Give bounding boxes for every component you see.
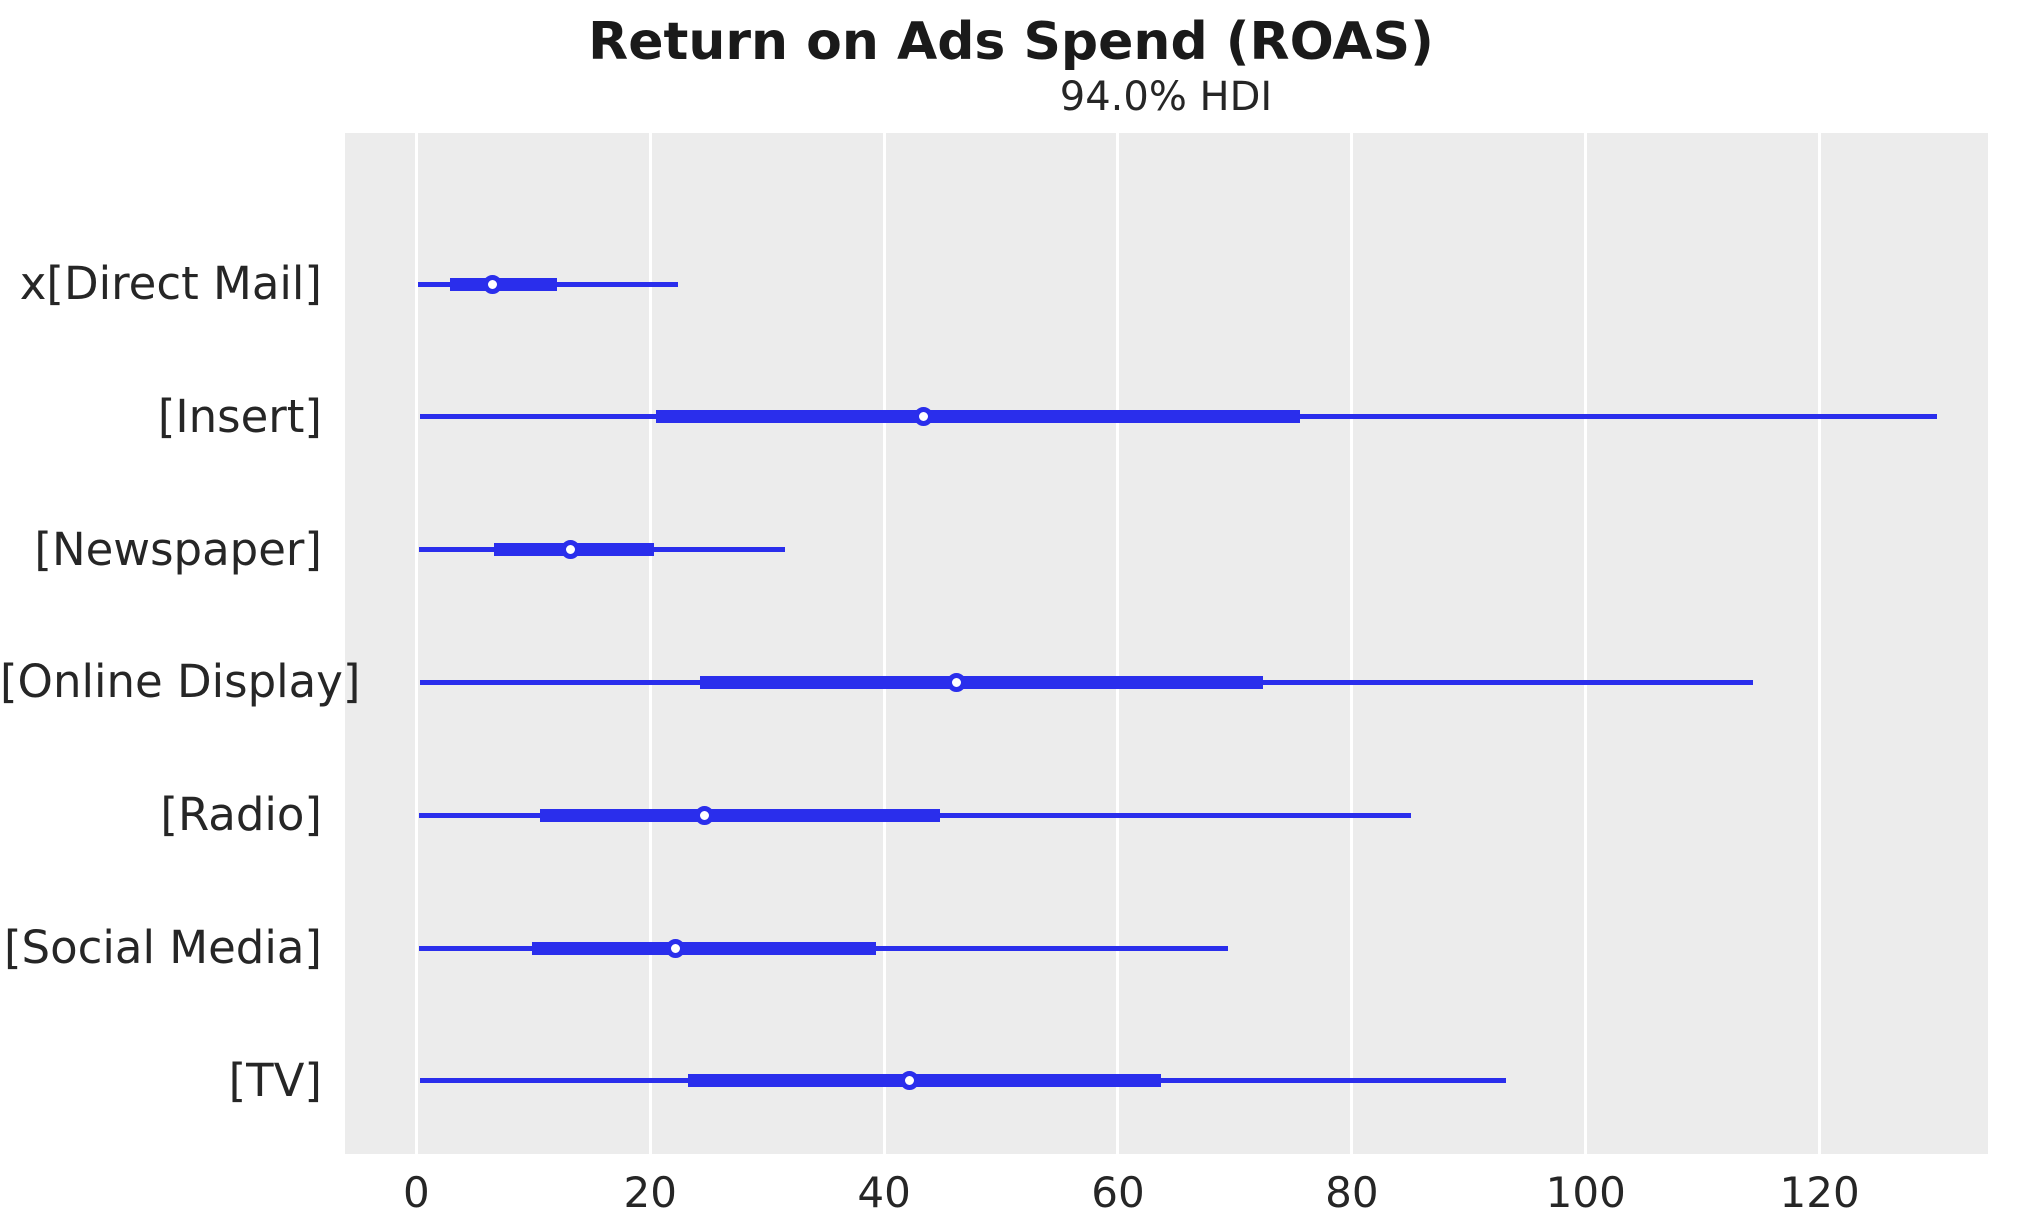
median-dot	[947, 672, 967, 692]
hdi-50-line	[656, 410, 1301, 424]
gridline-x-40	[882, 133, 886, 1154]
gridline-x-120	[1818, 133, 1822, 1154]
y-axis-label: [TV]	[228, 1053, 322, 1107]
x-tick-label: 80	[1325, 1168, 1379, 1217]
y-axis-label: [Insert]	[157, 389, 322, 443]
gridline-x-100	[1584, 133, 1588, 1154]
x-tick-label: 20	[623, 1168, 677, 1217]
hdi-50-line	[700, 675, 1263, 689]
y-axis-label: [Social Media]	[4, 921, 322, 974]
x-tick-label: 120	[1779, 1168, 1860, 1217]
chart-title: Return on Ads Spend (ROAS)	[588, 12, 1434, 72]
chart-subtitle-hdi: 94.0% HDI	[1059, 74, 1273, 120]
x-tick-label: 100	[1545, 1168, 1626, 1217]
y-axis-label: x[Direct Mail]	[19, 257, 322, 310]
median-dot	[914, 407, 934, 427]
hdi-50-line	[532, 941, 876, 955]
median-dot	[900, 1071, 920, 1091]
median-dot	[694, 805, 714, 825]
y-axis-label: [Newspaper]	[34, 522, 322, 576]
plot-area	[345, 133, 1988, 1154]
x-tick-label: 40	[857, 1168, 911, 1217]
median-dot	[561, 540, 581, 560]
gridline-x-60	[1116, 133, 1120, 1154]
hdi-50-line	[540, 808, 941, 822]
y-axis-label: [Radio]	[160, 788, 322, 842]
x-tick-label: 0	[402, 1168, 430, 1217]
median-dot	[482, 274, 502, 294]
median-dot	[666, 938, 686, 958]
gridline-x-0	[414, 133, 418, 1154]
gridline-x-80	[1350, 133, 1354, 1154]
x-tick-label: 60	[1091, 1168, 1145, 1217]
gridline-x-20	[648, 133, 652, 1154]
y-axis-label: [Online Display]	[0, 655, 361, 709]
hdi-50-line	[687, 1074, 1162, 1088]
hdi-50-line	[450, 277, 557, 291]
